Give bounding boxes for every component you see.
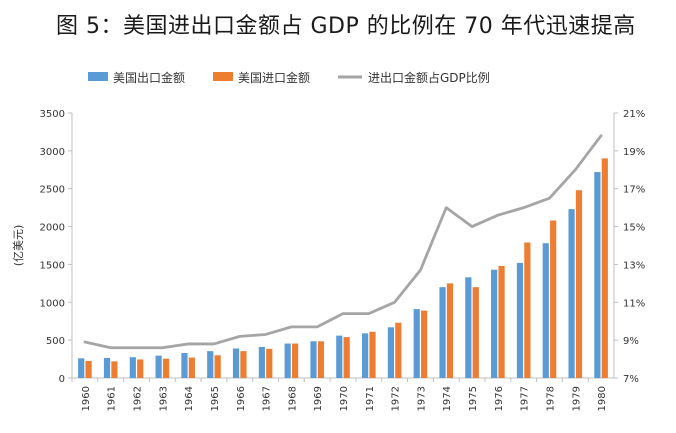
x-tick-label: 1980: [597, 386, 608, 411]
x-tick-label: 1965: [210, 386, 221, 411]
x-tick-label: 1960: [81, 386, 92, 411]
bars: [78, 158, 608, 378]
y-tick-label: 1500: [40, 260, 65, 271]
export-bar: [387, 327, 395, 378]
export-bar: [78, 358, 85, 378]
ratio-line: [83, 134, 603, 350]
import-bar: [266, 348, 273, 378]
x-tick-label: 1969: [313, 386, 324, 411]
import-bar: [188, 357, 195, 378]
y-tick-label: 500: [46, 336, 65, 347]
x-tick-label: 1966: [236, 386, 247, 411]
export-bar: [491, 269, 498, 378]
export-bar: [516, 262, 524, 378]
x-tick-label: 1975: [468, 386, 479, 411]
y-tick-label: 2500: [40, 185, 65, 196]
x-tick-label: 1967: [262, 386, 273, 411]
x-tick-label: 1973: [416, 386, 427, 411]
legend-label: 进出口金额占GDP比例: [368, 70, 490, 85]
x-tick-label: 1962: [133, 386, 144, 411]
legend-swatch-export: [88, 72, 108, 81]
y2-tick-label: 19%: [623, 147, 645, 158]
export-bar: [413, 309, 420, 378]
x-tick-label: 1978: [545, 386, 556, 411]
y2-tick-label: 7%: [623, 374, 639, 385]
y2-tick-label: 13%: [623, 260, 645, 271]
import-bar: [601, 158, 608, 378]
legend-label: 美国进口金额: [238, 70, 310, 85]
import-bar: [240, 351, 247, 378]
x-tick-label: 1972: [391, 386, 402, 411]
import-bar: [421, 310, 428, 378]
y-tick-label: 1000: [40, 298, 65, 309]
legend-label: 美国出口金额: [113, 70, 185, 85]
import-bar: [498, 265, 505, 378]
import-bar: [446, 283, 454, 378]
export-bar: [129, 357, 136, 378]
export-bar: [181, 353, 188, 378]
import-bar: [291, 343, 299, 378]
x-tick-label: 1976: [494, 386, 505, 411]
export-bar: [568, 209, 575, 378]
y2-tick-label: 17%: [623, 185, 645, 196]
import-bar: [395, 322, 402, 378]
export-bar: [284, 343, 291, 378]
export-bar: [439, 287, 446, 378]
y-tick-label: 2000: [40, 223, 65, 234]
export-bar: [232, 348, 240, 378]
y-tick-label: 3500: [40, 109, 65, 120]
y2-tick-label: 9%: [623, 336, 639, 347]
x-tick-label: 1961: [107, 386, 118, 411]
axes: 0 500 1000 1500 2000 2500 3000 3500 7% 9% 11% 13% 15…: [12, 109, 645, 411]
y-tick-label: 0: [59, 374, 65, 385]
import-bar: [575, 190, 583, 378]
export-bar: [207, 351, 214, 378]
y2-tick-label: 15%: [623, 223, 645, 234]
import-bar: [85, 360, 92, 378]
import-bar: [111, 361, 118, 378]
legend: 美国出口金额 美国进口金额 进出口金额占GDP比例: [88, 70, 490, 85]
y2-tick-label: 11%: [623, 298, 645, 309]
import-bar: [214, 355, 221, 378]
export-bar: [465, 277, 472, 378]
export-bar: [258, 346, 265, 378]
import-bar: [317, 341, 324, 378]
y-tick-label: 3000: [40, 147, 65, 158]
import-bar: [369, 331, 376, 378]
export-bar: [362, 333, 369, 378]
x-tick-label: 1968: [287, 386, 298, 411]
import-bar: [524, 242, 531, 378]
y-axis-label: (亿美元): [12, 225, 25, 267]
import-bar: [343, 337, 350, 378]
chart-title: 图 5：美国进出口金额占 GDP 的比例在 70 年代迅速提高: [56, 14, 636, 39]
x-tick-label: 1974: [442, 386, 453, 411]
export-bar: [542, 243, 549, 378]
export-bar: [594, 172, 601, 378]
import-bar: [162, 358, 170, 378]
x-tick-label: 1964: [184, 386, 195, 411]
export-bar: [336, 335, 343, 378]
x-tick-label: 1979: [571, 386, 582, 411]
x-tick-label: 1963: [158, 386, 169, 411]
x-tick-label: 1970: [339, 386, 350, 411]
x-tick-label: 1971: [365, 386, 376, 411]
ratio-line-path: [83, 134, 603, 350]
export-bar: [103, 357, 111, 378]
y2-tick-label: 21%: [623, 109, 645, 120]
x-tick-label: 1977: [520, 386, 531, 411]
import-bar: [137, 359, 144, 378]
export-bar: [155, 355, 162, 378]
import-bar: [550, 220, 557, 378]
export-bar: [310, 341, 317, 378]
legend-swatch-import: [213, 72, 233, 81]
import-bar: [472, 287, 479, 378]
